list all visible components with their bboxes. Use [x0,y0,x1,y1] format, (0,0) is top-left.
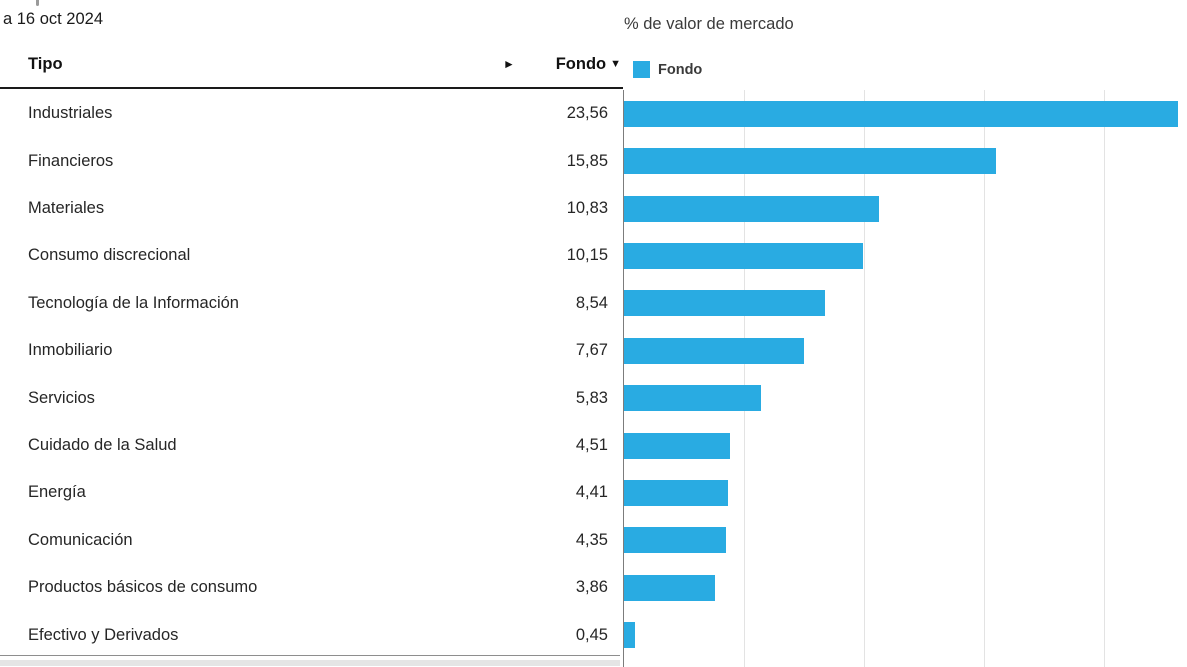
sector-value: 10,83 [566,198,608,217]
legend-item-fondo[interactable]: Fondo [633,61,702,78]
sector-name: Tecnología de la Información [28,293,239,312]
column-header-fondo[interactable]: Fondo ▼ [450,55,621,74]
bar-materiales[interactable] [624,195,879,222]
table-row[interactable]: Energía 4,41 [0,469,623,516]
bar-comunicaci-n[interactable] [624,527,727,554]
sector-name: Consumo discrecional [28,246,191,265]
bar-industriales[interactable] [624,100,1178,127]
sector-value: 3,86 [575,578,608,597]
table-row[interactable]: Comunicación 4,35 [0,517,623,564]
gridline [744,90,745,667]
bar-cuidado-de-la-salud[interactable] [624,432,730,459]
sector-value: 15,85 [566,151,608,170]
table-row[interactable]: Productos básicos de consumo 3,86 [0,564,623,611]
header-underline [0,87,623,89]
sector-value: 4,35 [575,530,608,549]
table-row[interactable]: Efectivo y Derivados 0,45 [0,611,623,658]
sector-value: 8,54 [575,293,608,312]
column-header-fondo-label: Fondo [555,55,607,73]
gridline [864,90,865,667]
bar-inmobiliario[interactable] [624,337,805,364]
column-header-tipo[interactable]: Tipo [28,55,63,73]
sector-value: 0,45 [575,625,608,644]
sector-name: Servicios [28,388,95,407]
expand-right-icon[interactable]: ► [503,57,515,71]
bar-energ-a[interactable] [624,479,728,506]
table-row[interactable]: Industriales 23,56 [0,90,623,137]
table-row[interactable]: Consumo discrecional 10,15 [0,232,623,279]
chart-title: % de valor de mercado [624,15,794,33]
sector-name: Comunicación [28,530,133,549]
sector-name: Materiales [28,198,105,217]
sector-value: 23,56 [566,104,608,123]
sector-value: 4,51 [575,435,608,454]
horizontal-scrollbar[interactable] [0,660,620,666]
sector-value: 4,41 [575,483,608,502]
sector-value: 7,67 [575,341,608,360]
sector-value: 10,15 [566,246,608,265]
bar-productos-b-sicos-de-consumo[interactable] [624,574,715,601]
table-row[interactable]: Cuidado de la Salud 4,51 [0,422,623,469]
table-row[interactable]: Tecnología de la Información 8,54 [0,280,623,327]
table-row[interactable]: Materiales 10,83 [0,185,623,232]
sector-name: Energía [28,483,86,502]
bar-tecnolog-a-de-la-informaci-n[interactable] [624,290,825,317]
sector-name: Inmobiliario [28,341,113,360]
bar-chart-plot-area [623,90,1187,667]
table-row[interactable]: Financieros 15,85 [0,137,623,184]
gridline [984,90,985,667]
legend-swatch-icon [633,61,650,78]
gridline [1104,90,1105,667]
table-bottom-border [0,655,620,656]
sector-value: 5,83 [575,388,608,407]
bar-consumo-discrecional[interactable] [624,242,863,269]
sector-name: Industriales [28,104,113,123]
table-row[interactable]: Servicios 5,83 [0,374,623,421]
sector-name: Cuidado de la Salud [28,435,177,454]
sector-name: Productos básicos de consumo [28,578,258,597]
sector-name: Financieros [28,151,114,170]
table-row[interactable]: Inmobiliario 7,67 [0,327,623,374]
sort-desc-icon: ▼ [610,58,621,70]
bar-efectivo-y-derivados[interactable] [624,622,635,649]
sector-name: Efectivo y Derivados [28,625,179,644]
cutoff-element-fragment [36,0,39,6]
bar-servicios[interactable] [624,385,761,412]
legend-label: Fondo [658,61,703,78]
sector-table: Industriales 23,56 Financieros 15,85 Materia… [0,90,623,656]
bar-financieros[interactable] [624,148,997,175]
as-of-date-label: a 16 oct 2024 [3,10,103,28]
